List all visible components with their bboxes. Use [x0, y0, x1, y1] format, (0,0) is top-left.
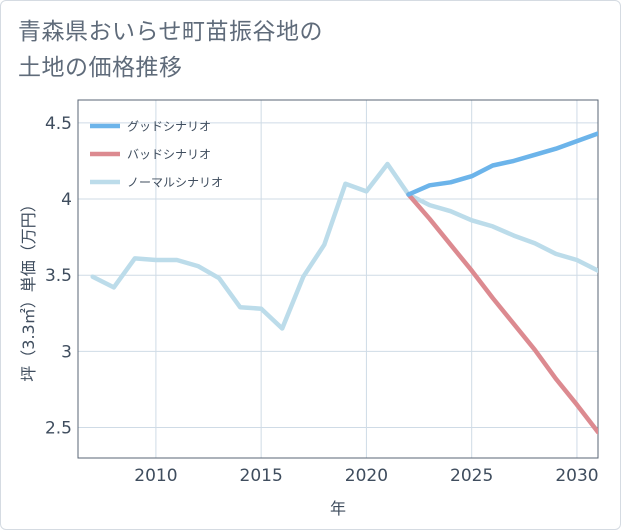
- x-tick-label: 2015: [240, 466, 283, 486]
- series-line-normal: [90, 161, 598, 331]
- y-axis-ticks: 2.5 3 3.5 4 4.5: [45, 114, 72, 439]
- x-axis-ticks: 2010 2015 2020 2025 2030: [134, 466, 598, 486]
- chart-title-line-2: 土地の価格推移: [18, 55, 183, 81]
- series-line-bad: [406, 192, 598, 435]
- y-tick-label: 3.5: [45, 266, 72, 286]
- chart-title: 青森県おいらせ町苗振谷地の 土地の価格推移: [18, 14, 578, 86]
- series-layer: [90, 131, 598, 435]
- y-tick-label: 4: [61, 190, 72, 210]
- plot-area-border: [77, 99, 599, 459]
- chart-title-line-1: 青森県おいらせ町苗振谷地の: [18, 19, 324, 45]
- series-line-good: [406, 131, 598, 197]
- y-tick-label: 4.5: [45, 114, 72, 134]
- y-tick-label: 3: [61, 342, 72, 362]
- x-tick-label: 2025: [450, 466, 493, 486]
- y-axis-title: 坪（3.3㎡）単価（万円）: [19, 196, 38, 381]
- legend-label: バッドシナリオ: [127, 148, 211, 162]
- x-tick-label: 2010: [134, 466, 177, 486]
- legend-label: グッドシナリオ: [127, 120, 211, 134]
- x-tick-label: 2030: [555, 466, 598, 486]
- legend-label: ノーマルシナリオ: [127, 176, 223, 190]
- grid-lines: [78, 100, 598, 458]
- x-tick-label: 2020: [345, 466, 388, 486]
- x-axis-title: 年: [330, 499, 346, 518]
- y-tick-label: 2.5: [45, 419, 72, 439]
